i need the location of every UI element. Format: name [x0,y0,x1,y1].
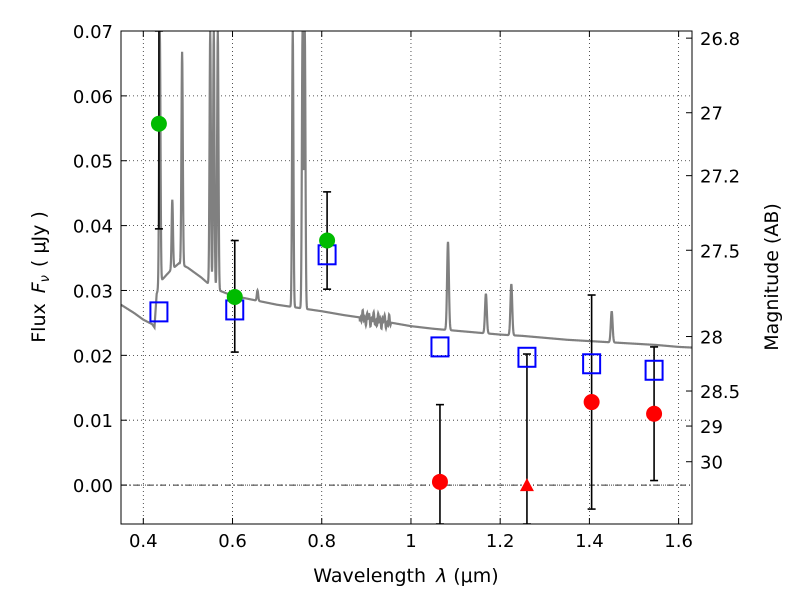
y-tick-label: 0.04 [73,217,113,238]
x-axis-symbol: λ [435,565,447,587]
x-tick-label: 1.6 [664,531,693,552]
y-axis-label: Flux [28,303,50,343]
detection-point [319,232,336,249]
nondetection-point [646,405,663,422]
x-tick-label: 1.2 [486,531,515,552]
axis-ticks [121,30,692,524]
model-flux-box [517,346,537,368]
x-tick-label: 1 [405,531,416,552]
x-tick-label: 1.4 [575,531,604,552]
detection-point [150,115,167,132]
x-tick-label: 0.4 [129,531,158,552]
right-tick-label: 29 [700,417,723,438]
y-tick-label: 0.05 [73,152,113,173]
right-tick-label: 27 [700,104,723,125]
y-tick-label: 0.01 [73,411,113,432]
model-flux-box [149,301,169,323]
y-axis-subscript: ν [38,275,53,282]
x-tick-label: 0.6 [218,531,247,552]
right-axis-title: Magnitude (AB) [761,203,783,351]
upper-limit-point [519,478,534,492]
model-flux-box [582,353,602,375]
plot-background [121,31,692,524]
right-tick-label: 30 [700,453,723,474]
model-flux-box [644,359,664,381]
y-tick-label: 0.03 [73,281,113,302]
y-tick-label: 0.02 [73,346,113,367]
x-axis-title: Wavelength λ (μm) [313,565,498,587]
template-spectrum-line [121,31,692,349]
right-tick-label: 27.2 [700,167,740,188]
nondetection-point [431,473,448,490]
y-tick-label: 0.00 [73,476,113,497]
x-axis-unit: (μm) [453,565,498,587]
x-tick-label: 0.8 [307,531,336,552]
x-axis-label: Wavelength [313,565,426,587]
right-tick-label: 28 [700,328,723,349]
template-spectrum [121,31,692,349]
plot-frame [120,30,693,525]
right-tick-label: 28.5 [700,382,740,403]
y-axis-unit: ( μJy ) [28,211,50,267]
model-flux-box [430,336,450,358]
y-axis-symbol: F [28,281,50,293]
nondetection-point [583,394,600,411]
right-tick-label: 26.8 [700,29,740,50]
right-tick-label: 27.5 [700,241,740,262]
detection-point [226,288,243,305]
x-tick-labels: 0.4 0.6 0.8 1 1.2 1.4 1.6 [129,531,693,552]
y-axis-title: Flux Fν ( μJy ) [28,211,53,343]
observed-fluxes [150,115,663,492]
y-tick-labels: 0.00 0.01 0.02 0.03 0.04 0.05 0.06 0.07 [73,22,113,497]
right-tick-labels: 26.8 27 27.2 27.5 28 28.5 29 30 [700,29,740,474]
y-tick-label: 0.06 [73,87,113,108]
y-tick-label: 0.07 [73,22,113,43]
